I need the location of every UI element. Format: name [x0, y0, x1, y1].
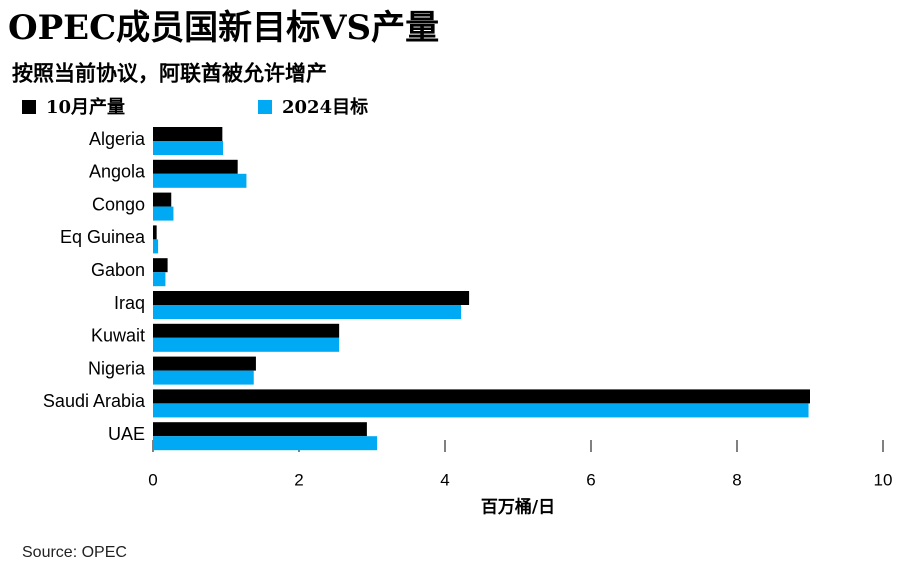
- legend-swatch: [258, 100, 272, 114]
- chart-subtitle: 按照当前协议，阿联酋被允许增产: [12, 61, 327, 86]
- bar: [153, 239, 159, 254]
- bar: [153, 403, 809, 418]
- y-tick-label: Iraq: [114, 293, 145, 313]
- x-tick-label: 6: [586, 470, 595, 489]
- x-tick-label: 10: [874, 470, 893, 489]
- bar: [153, 356, 256, 371]
- bar: [153, 159, 238, 174]
- bar: [153, 389, 810, 404]
- y-tick-label: Kuwait: [91, 326, 145, 346]
- y-tick-label: Algeria: [89, 129, 146, 149]
- legend-label: 10月产量: [46, 96, 125, 118]
- bar: [153, 127, 223, 141]
- legend-label: 2024目标: [282, 96, 368, 118]
- y-tick-label: Gabon: [91, 260, 145, 280]
- x-axis-label: 百万桶/日: [481, 497, 555, 518]
- bar: [153, 370, 254, 385]
- legend-swatch: [22, 100, 36, 114]
- bar: [153, 436, 378, 451]
- y-tick-label: UAE: [108, 424, 145, 444]
- bar: [153, 272, 166, 287]
- y-tick-label: Nigeria: [88, 358, 146, 378]
- y-tick-label: Saudi Arabia: [43, 391, 146, 411]
- bar: [153, 192, 172, 207]
- bar: [153, 206, 174, 221]
- bar: [153, 305, 462, 319]
- bar: [153, 225, 157, 240]
- y-tick-label: Eq Guinea: [60, 227, 146, 247]
- chart-title: OPEC成员国新目标VS产量: [8, 8, 439, 48]
- source: Source: OPEC: [22, 544, 127, 561]
- bar: [153, 141, 224, 155]
- x-tick-label: 4: [440, 470, 449, 489]
- bar: [153, 291, 470, 305]
- bar: [153, 173, 247, 188]
- bar: [153, 422, 367, 437]
- x-tick-label: 0: [148, 470, 157, 489]
- x-tick-label: 8: [732, 470, 741, 489]
- bar: [153, 323, 340, 338]
- y-tick-label: Angola: [89, 162, 146, 182]
- y-tick-label: Congo: [92, 194, 145, 214]
- bar: [153, 258, 168, 273]
- x-tick-label: 2: [294, 470, 303, 489]
- bar: [153, 337, 340, 352]
